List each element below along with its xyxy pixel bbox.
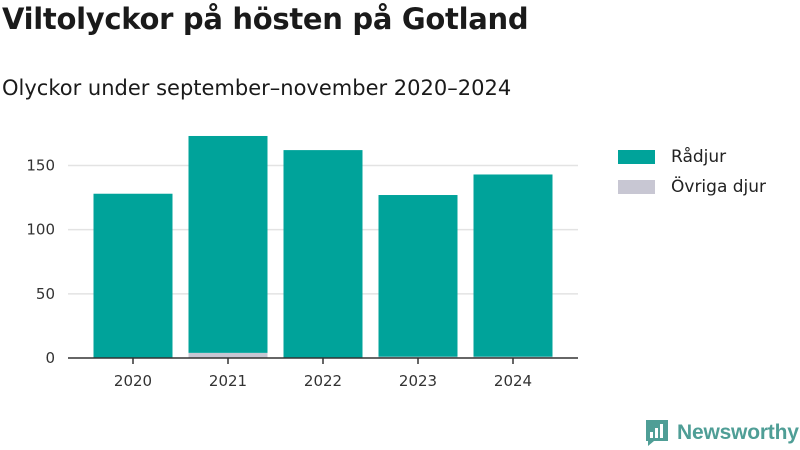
chart-subtitle: Olyckor under september–november 2020–20… [2, 76, 512, 100]
x-tick-label-2020: 2020 [114, 372, 152, 390]
y-tick-label-0: 0 [45, 349, 55, 367]
legend-item-ovriga-djur: Övriga djur [618, 176, 766, 198]
legend-item-radjur: Rådjur [618, 146, 766, 168]
y-tick-label-150: 150 [26, 157, 55, 175]
legend-label-ovriga-djur: Övriga djur [671, 177, 767, 197]
bar-rådjur-2022 [283, 150, 363, 358]
brand-logo: Newsworthy [645, 419, 799, 447]
x-axis: 2020 2021 2022 2023 2024 [68, 357, 578, 390]
legend-swatch-ovriga-djur [618, 180, 655, 194]
x-tick-label-2023: 2023 [399, 372, 437, 390]
newsworthy-logo-icon [646, 420, 668, 446]
x-tick-label-2022: 2022 [304, 372, 342, 390]
bar-rådjur-2021 [188, 135, 268, 353]
legend-label-radjur: Rådjur [671, 147, 727, 167]
brand-name: Newsworthy [677, 421, 799, 444]
bars [93, 135, 553, 358]
bar-rådjur-2023 [378, 195, 458, 357]
chart-title: Viltolyckor på hösten på Gotland [2, 2, 529, 36]
bar-rådjur-2024 [473, 174, 553, 357]
y-tick-label-100: 100 [26, 221, 55, 239]
y-tick-label-50: 50 [36, 285, 55, 303]
bar-rådjur-2020 [93, 193, 173, 358]
legend-swatch-radjur [618, 150, 655, 164]
y-axis: 0 50 100 150 [26, 157, 55, 368]
legend: Rådjur Övriga djur [618, 146, 766, 206]
bar-övriga-djur-2021 [188, 352, 268, 358]
x-tick-label-2021: 2021 [209, 372, 247, 390]
x-tick-label-2024: 2024 [494, 372, 532, 390]
